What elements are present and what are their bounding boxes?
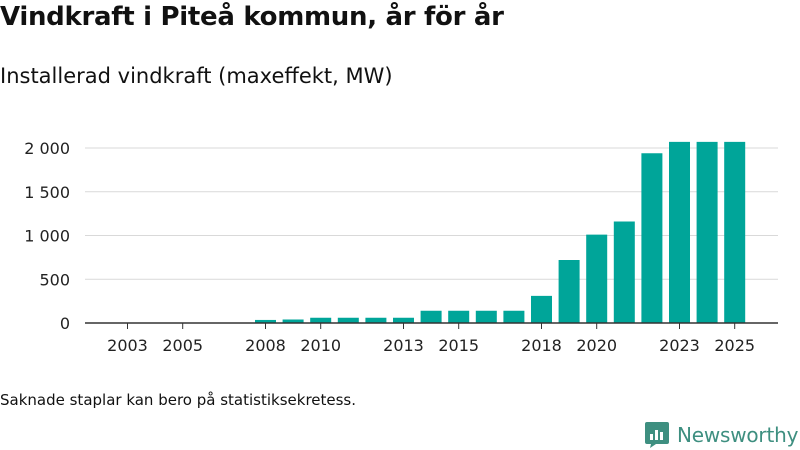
bar-2014 [420, 310, 442, 323]
y-tick-label: 0 [60, 314, 70, 333]
bar-2018 [531, 295, 552, 323]
y-tick-label: 2 000 [24, 139, 70, 158]
y-tick-label: 1 500 [24, 183, 70, 202]
y-tick-label: 1 000 [24, 227, 70, 246]
brand-name: Newsworthy [677, 423, 799, 447]
bar-2022 [641, 153, 663, 323]
brand-logo: Newsworthy [644, 421, 798, 449]
x-tick-label: 2003 [107, 336, 148, 355]
x-tick-label: 2020 [576, 336, 617, 355]
x-tick-label: 2013 [383, 336, 424, 355]
bar-2010 [310, 317, 332, 323]
bar-2023 [669, 141, 690, 323]
x-tick-label: 2025 [714, 336, 755, 355]
bar-2020 [586, 234, 608, 323]
bar-2019 [558, 260, 580, 323]
x-tick-label: 2018 [521, 336, 562, 355]
bar-2017 [503, 310, 525, 323]
chart-subtitle: Installerad vindkraft (maxeffekt, MW) [0, 64, 393, 88]
x-tick-label: 2023 [659, 336, 700, 355]
bar-2013 [393, 317, 414, 323]
bar-2016 [475, 310, 497, 323]
bar-2012 [365, 317, 387, 323]
bar-2015 [448, 310, 470, 323]
bar-2009 [282, 319, 304, 323]
bar-2025 [724, 141, 746, 323]
footnote: Saknade staplar kan bero på statistiksek… [0, 391, 357, 409]
newsworthy-logo-icon [645, 422, 669, 448]
x-tick-label: 2010 [300, 336, 341, 355]
bar-2008 [255, 319, 276, 323]
bar-2011 [337, 317, 359, 323]
chart-title: Vindkraft i Piteå kommun, år för år [0, 2, 504, 32]
x-tick-label: 2005 [162, 336, 203, 355]
x-tick-label: 2015 [438, 336, 479, 355]
x-tick-label: 2008 [245, 336, 286, 355]
bar-2024 [696, 141, 718, 323]
y-tick-label: 500 [39, 270, 70, 289]
bar-2021 [613, 221, 635, 323]
